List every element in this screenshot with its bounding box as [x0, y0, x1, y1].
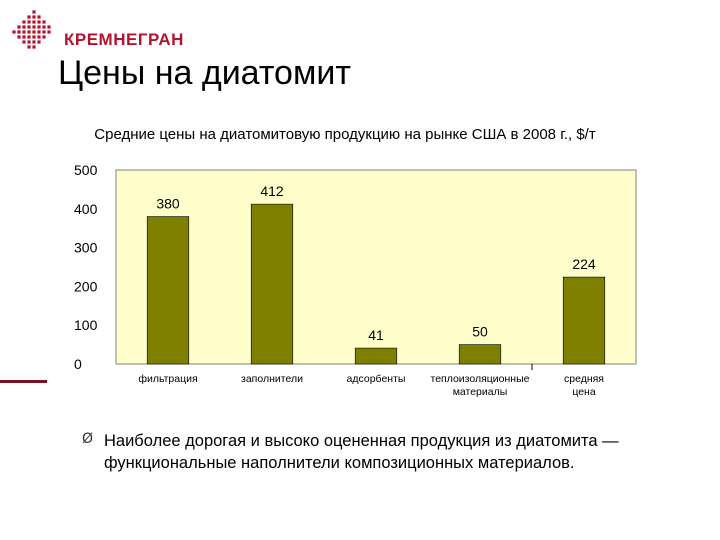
bar [250, 203, 294, 365]
logo-dot [22, 25, 26, 29]
logo-dot [32, 35, 36, 39]
y-tick-label: 0 [74, 356, 82, 372]
logo-dot [27, 20, 31, 24]
logo-dot [47, 30, 51, 34]
bar [562, 276, 606, 365]
logo-dot [27, 35, 31, 39]
logo-dot [47, 25, 51, 29]
x-category-label: адсорбенты [347, 373, 406, 385]
logo-dot [17, 25, 21, 29]
logo-dot [32, 10, 36, 14]
bar-value-label: 412 [260, 183, 284, 199]
logo-dot [22, 20, 26, 24]
logo-dot [37, 25, 41, 29]
bar-value-label: 224 [572, 256, 596, 272]
logo-dot [32, 20, 36, 24]
logo-dot [32, 45, 36, 49]
bar-value-label: 380 [156, 196, 180, 212]
logo-dot [42, 25, 46, 29]
y-tick-label: 100 [74, 317, 98, 333]
company-logo: КРЕМНЕГРАН [8, 10, 208, 54]
logo-dot [22, 40, 26, 44]
plot-area [115, 169, 637, 365]
logo-dot [37, 20, 41, 24]
chart-title: Средние цены на диатомитовую продукцию н… [94, 126, 596, 143]
logo-dot [27, 25, 31, 29]
y-tick-label: 200 [74, 278, 98, 294]
logo-dot [42, 35, 46, 39]
bar [146, 216, 190, 365]
grid-logo-icon [12, 10, 51, 49]
logo-dot [27, 30, 31, 34]
x-category-label: теплоизоляционные [431, 373, 530, 385]
logo-dot [27, 15, 31, 19]
logo-dot [22, 30, 26, 34]
logo-dot [42, 20, 46, 24]
logo-dot [17, 30, 21, 34]
logo-dot [32, 25, 36, 29]
y-tick-label: 300 [74, 240, 98, 256]
logo-dot [17, 35, 21, 39]
x-category-label: заполнители [241, 373, 303, 385]
bullet-marker: Ø [82, 431, 94, 447]
x-category-label: материалы [453, 386, 508, 398]
bar [354, 347, 398, 365]
logo-text: КРЕМНЕГРАН [64, 30, 184, 49]
logo-dot [37, 40, 41, 44]
logo-dot [22, 35, 26, 39]
y-tick-label: 500 [74, 162, 98, 178]
bar [458, 344, 502, 365]
side-accent-bar [0, 380, 47, 383]
bar-value-label: 41 [368, 327, 384, 343]
logo-dot [37, 15, 41, 19]
bar-value-label: 50 [472, 324, 488, 340]
logo-dot [27, 40, 31, 44]
logo-dot [37, 30, 41, 34]
logo-dot [42, 30, 46, 34]
logo-dot [32, 40, 36, 44]
x-category-label: цена [572, 386, 596, 398]
bullet-text: Наиболее дорогая и высоко оцененная прод… [104, 432, 619, 472]
logo-dot [32, 15, 36, 19]
logo-dot [12, 30, 16, 34]
x-category-label: средняя [564, 373, 604, 385]
x-category-label: фильтрация [138, 373, 197, 385]
logo-dot [37, 35, 41, 39]
logo-dot [32, 30, 36, 34]
bar-chart: 0 100 200 300 400 500 380 фильтрация 412 заполнит… [74, 162, 637, 398]
y-tick-label: 400 [74, 201, 98, 217]
slide-title: Цены на диатомит [58, 54, 351, 92]
logo-dot [27, 45, 31, 49]
